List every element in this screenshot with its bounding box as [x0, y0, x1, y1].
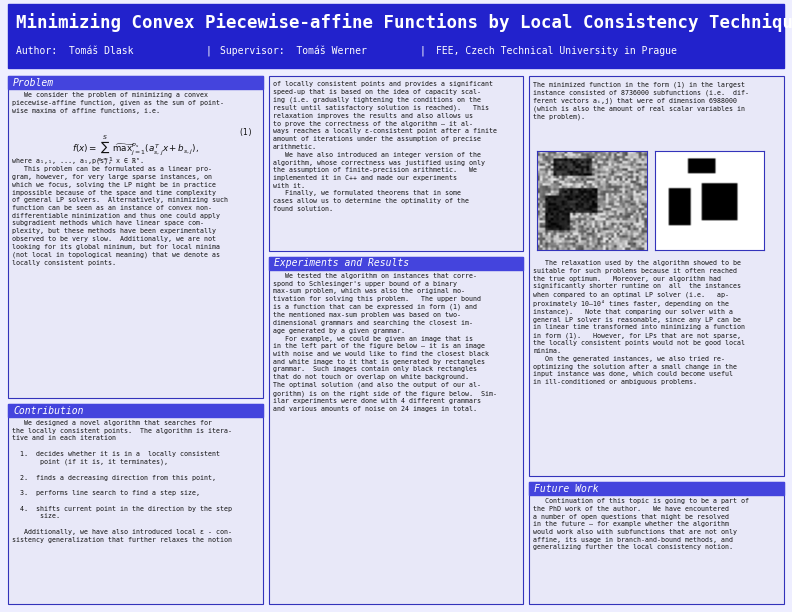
Bar [8, 76, 263, 89]
Text: Future Work: Future Work [535, 483, 599, 493]
Bar [529, 482, 784, 604]
Text: Minimizing Convex Piecewise-affine Functions by Local Consistency Techniques: Minimizing Convex Piecewise-affine Funct… [16, 13, 792, 32]
Text: Author:  Tomáš Dlask: Author: Tomáš Dlask [16, 46, 134, 56]
Bar [529, 76, 784, 476]
Text: Supervisor:  Tomáš Werner: Supervisor: Tomáš Werner [220, 46, 367, 56]
Text: where a₁,₁, ..., a₁,p(s), x ∈ ℝⁿ.
   This problem can be formulated as a linear : where a₁,₁, ..., a₁,p(s), x ∈ ℝⁿ. This p… [12, 158, 228, 266]
Bar [8, 404, 263, 417]
Text: We consider the problem of minimizing a convex
piecewise-affine function, given : We consider the problem of minimizing a … [12, 92, 224, 113]
Text: The relaxation used by the algorithm showed to be
suitable for such problems bec: The relaxation used by the algorithm sho… [533, 260, 745, 385]
Bar [529, 482, 784, 495]
Text: |: | [420, 46, 426, 56]
Bar [268, 257, 524, 270]
Text: We tested the algorithm on instances that corre-
spond to Schlesinger's upper bo: We tested the algorithm on instances tha… [272, 273, 497, 412]
Text: |: | [205, 46, 211, 56]
Text: FEE, Czech Technical University in Prague: FEE, Czech Technical University in Pragu… [436, 46, 677, 56]
Text: Experiments and Results: Experiments and Results [274, 258, 409, 269]
Bar [268, 257, 524, 604]
Text: Contribution: Contribution [13, 406, 83, 416]
Text: We designed a novel algorithm that searches for
the locally consistent points.  : We designed a novel algorithm that searc… [12, 420, 232, 543]
Bar [8, 4, 784, 68]
Text: of locally consistent points and provides a significant
speed-up that is based o: of locally consistent points and provide… [272, 81, 497, 212]
Text: $f(x) = \sum_{s=1}^{S}\widetilde{\max}_{j=1}^{p_s}(a_{s,j}^T x + b_{s,j}),$: $f(x) = \sum_{s=1}^{S}\widetilde{\max}_{… [72, 134, 199, 164]
Text: Continuation of this topic is going to be a part of
the PhD work of the author. : Continuation of this topic is going to b… [533, 498, 749, 551]
Text: The minimized function in the form (1) in the largest
instance consisted of 8736: The minimized function in the form (1) i… [533, 81, 749, 121]
Bar [268, 76, 524, 251]
Bar [8, 76, 263, 398]
Bar [8, 404, 263, 604]
Text: Problem: Problem [13, 78, 54, 88]
Text: (1): (1) [238, 128, 253, 137]
